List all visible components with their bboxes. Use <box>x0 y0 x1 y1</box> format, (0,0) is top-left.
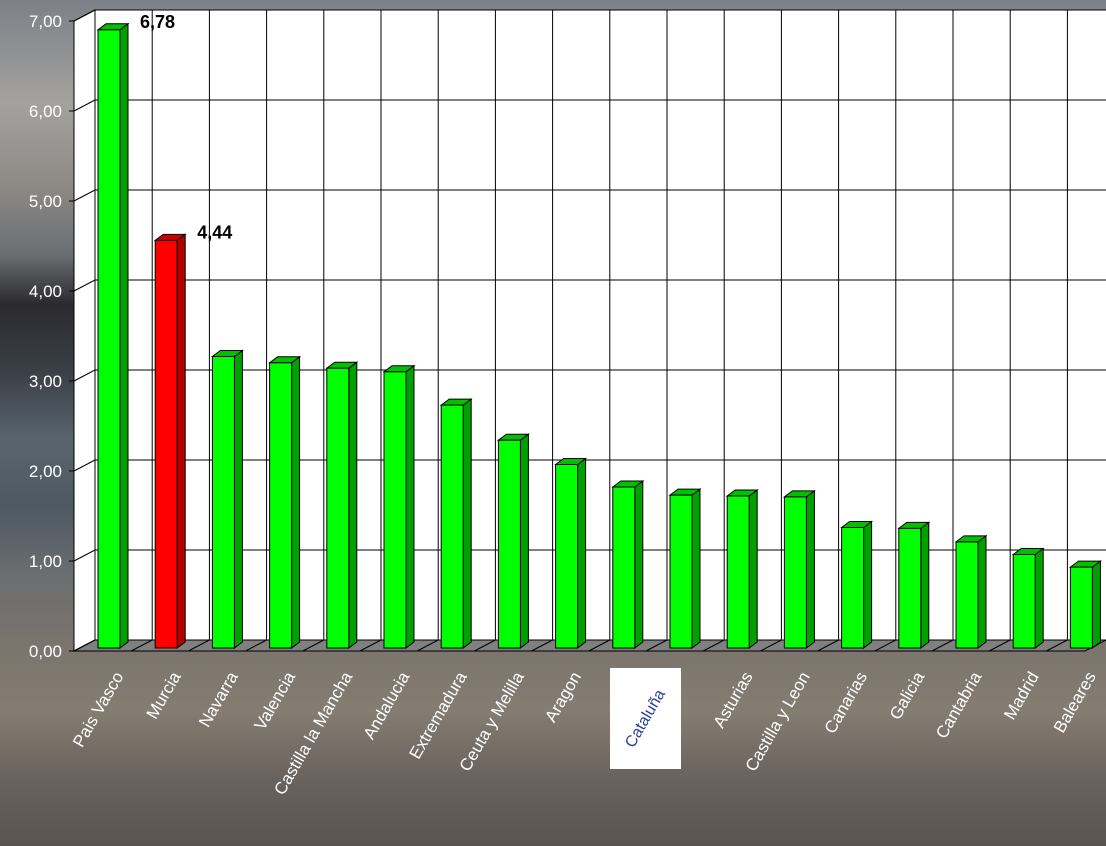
bar <box>97 29 121 649</box>
bar-side <box>519 433 529 649</box>
bar-side <box>405 364 415 649</box>
gridline-depth <box>73 639 96 652</box>
bar <box>726 495 750 649</box>
floor-divider <box>245 639 267 652</box>
bar <box>497 439 521 649</box>
y-tick-label: 0,00 <box>29 642 62 661</box>
bar <box>383 371 407 649</box>
floor-divider <box>817 639 839 652</box>
gridline-depth <box>73 279 96 292</box>
gridline-depth <box>73 9 96 22</box>
left-wall <box>73 9 96 652</box>
floor-divider <box>302 639 325 652</box>
gridline-depth <box>73 459 96 472</box>
bar <box>841 527 865 649</box>
bar-side <box>233 349 243 649</box>
gridline-depth <box>73 189 96 202</box>
gridline-depth <box>73 369 96 382</box>
bar-side <box>291 355 301 649</box>
category-label-navarra: Navarra <box>195 668 242 730</box>
y-tick-label: 1,00 <box>29 552 62 571</box>
bar <box>326 367 350 649</box>
category-label-canarias: Canarias <box>821 669 871 737</box>
floor-divider <box>988 639 1011 652</box>
bar <box>1069 566 1093 649</box>
category-label-extremadura: Extremadura <box>406 668 471 762</box>
bar-side <box>119 22 129 649</box>
bar-side <box>1034 547 1044 649</box>
category-label-valencia: Valencia <box>251 668 300 733</box>
category-label-madrid: Madrid <box>1000 669 1042 724</box>
category-label-cantabria: Cantabria <box>932 668 986 742</box>
floor-divider <box>702 639 725 652</box>
category-label-aragon: Aragon <box>541 669 585 726</box>
bar <box>955 541 979 649</box>
y-tick-label: 6,00 <box>29 102 62 121</box>
bar-side <box>462 398 472 649</box>
category-label-baleares: Baleares <box>1050 669 1100 737</box>
floor-divider <box>531 639 553 652</box>
floor-divider <box>588 639 611 652</box>
bar <box>269 362 293 649</box>
category-label-cataluna: Cataluña <box>621 686 669 751</box>
bar-side <box>805 489 815 649</box>
bar <box>211 356 235 649</box>
floor-divider <box>416 639 439 652</box>
floor-divider <box>874 639 897 652</box>
bar <box>154 239 178 649</box>
y-tick-label: 3,00 <box>29 372 62 391</box>
y-tick-label: 4,00 <box>29 282 62 301</box>
category-label-andalucia: Andalucia <box>360 668 414 743</box>
bar-side <box>348 361 358 649</box>
bar <box>783 496 807 649</box>
cataluna-label-patch: Cataluña <box>610 668 681 769</box>
floor-divider <box>474 639 496 652</box>
bar-side <box>176 233 186 649</box>
bar-side <box>863 520 873 649</box>
floor-divider <box>130 639 153 652</box>
floor-divider <box>760 639 782 652</box>
bar-side <box>977 534 987 649</box>
data-label: 6,78 <box>140 12 175 32</box>
bar <box>898 527 922 649</box>
bar <box>1012 554 1036 649</box>
plot-area <box>95 10 1106 640</box>
bar-side <box>1091 560 1101 649</box>
gridline-depth <box>73 99 96 112</box>
data-label: 4,44 <box>197 222 232 242</box>
bar-side <box>920 521 930 649</box>
bar <box>440 404 464 649</box>
floor-divider <box>359 639 382 652</box>
floor-divider <box>1046 639 1068 652</box>
bar <box>669 494 693 649</box>
bar-side <box>691 488 701 649</box>
floor-divider <box>645 639 668 652</box>
category-label-pais-vasco: Pais Vasco <box>69 669 127 751</box>
floor-divider <box>931 639 954 652</box>
bar <box>555 464 579 649</box>
category-label-murcia: Murcia <box>143 668 185 722</box>
y-tick-label: 5,00 <box>29 192 62 211</box>
category-label-galicia: Galicia <box>886 668 929 723</box>
category-label-asturias: Asturias <box>709 669 756 732</box>
y-tick-label: 2,00 <box>29 462 62 481</box>
bar-side <box>577 457 587 649</box>
y-tick-label: 7,00 <box>29 12 62 31</box>
bar <box>612 486 636 649</box>
gridline-depth <box>73 549 96 562</box>
bar-side <box>748 489 758 649</box>
floor-divider <box>188 639 210 652</box>
bar-side <box>634 480 644 649</box>
